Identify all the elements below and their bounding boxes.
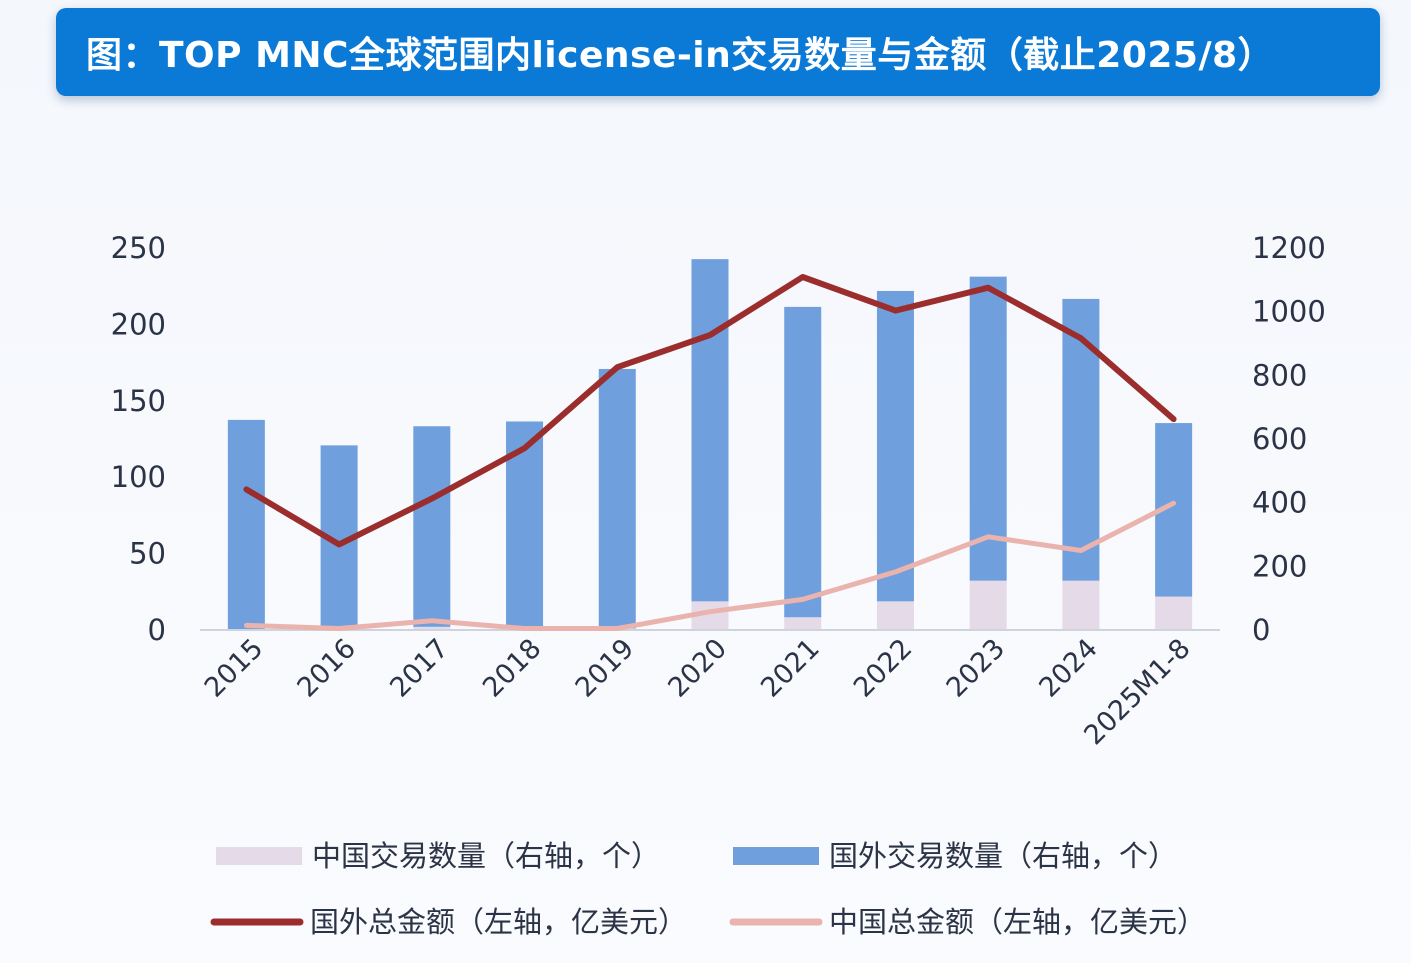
right-tick-label: 0 xyxy=(1252,613,1270,647)
bar-china-deals xyxy=(413,626,451,630)
legend: 中国交易数量（右轴，个） 国外交易数量（右轴，个） 国外总金额（左轴，亿美元） 中国总… xyxy=(210,839,1206,939)
x-tick-label: 2023 xyxy=(941,633,1012,704)
x-tick-label: 2015 xyxy=(199,633,270,704)
left-tick-label: 150 xyxy=(111,384,166,418)
bar-china-deals xyxy=(1062,580,1100,630)
x-tick-label: 2016 xyxy=(292,633,363,704)
x-tick-label: 2019 xyxy=(570,633,641,704)
left-tick-label: 0 xyxy=(148,613,166,647)
x-tick-label: 2024 xyxy=(1033,633,1104,704)
bar-china-deals xyxy=(784,617,822,630)
bar-foreign-deals xyxy=(784,306,822,618)
bar-china-deals xyxy=(1155,596,1193,630)
x-tick-label: 2021 xyxy=(755,633,826,704)
x-tick-label: 2022 xyxy=(848,633,919,704)
legend-label: 中国总金额（左轴，亿美元） xyxy=(829,905,1206,939)
bar-foreign-deals xyxy=(969,276,1007,581)
line-foreign-amount xyxy=(243,274,1177,548)
right-tick-label: 400 xyxy=(1252,486,1307,520)
line-china-amount xyxy=(243,500,1177,631)
title-banner: 图：TOP MNC全球范围内license-in交易数量与金额（截止2025/8… xyxy=(56,8,1380,96)
right-tick-label: 1000 xyxy=(1252,295,1326,329)
legend-label: 中国交易数量（右轴，个） xyxy=(312,839,660,873)
legend-label: 国外总金额（左轴，亿美元） xyxy=(310,905,687,939)
bar-foreign-deals xyxy=(876,290,914,602)
bar-foreign-deals xyxy=(691,259,729,602)
left-tick-label: 250 xyxy=(111,231,166,265)
right-tick-label: 600 xyxy=(1252,422,1307,456)
right-tick-label: 200 xyxy=(1252,549,1307,583)
bar-china-deals xyxy=(969,580,1007,630)
legend-swatch xyxy=(216,847,302,865)
lines-group xyxy=(243,274,1177,631)
bar-foreign-deals xyxy=(598,368,636,629)
legend-label: 国外交易数量（右轴，个） xyxy=(829,839,1177,873)
bar-foreign-deals xyxy=(413,426,451,627)
x-axis: 2015 2016 2017 2018 2019 2020 2021 2022 2023 2024… xyxy=(199,633,1197,751)
left-tick-label: 200 xyxy=(111,307,166,341)
left-tick-label: 50 xyxy=(129,537,166,571)
left-tick-label: 100 xyxy=(111,460,166,494)
bar-china-deals xyxy=(876,601,914,630)
bars-group xyxy=(227,259,1193,630)
right-tick-label: 1200 xyxy=(1252,231,1326,265)
right-tick-label: 800 xyxy=(1252,358,1307,392)
chart-title: 图：TOP MNC全球范围内license-in交易数量与金额（截止2025/8… xyxy=(86,35,1275,76)
x-tick-label: 2020 xyxy=(662,633,733,704)
left-axis: 0 50 100 150 200 250 xyxy=(111,231,166,647)
bar-foreign-deals xyxy=(227,419,265,630)
right-axis: 0 200 400 600 800 1000 1200 xyxy=(1252,231,1326,647)
legend-swatch xyxy=(733,847,819,865)
x-tick-label: 2018 xyxy=(477,633,548,704)
x-tick-label: 2017 xyxy=(384,633,455,704)
